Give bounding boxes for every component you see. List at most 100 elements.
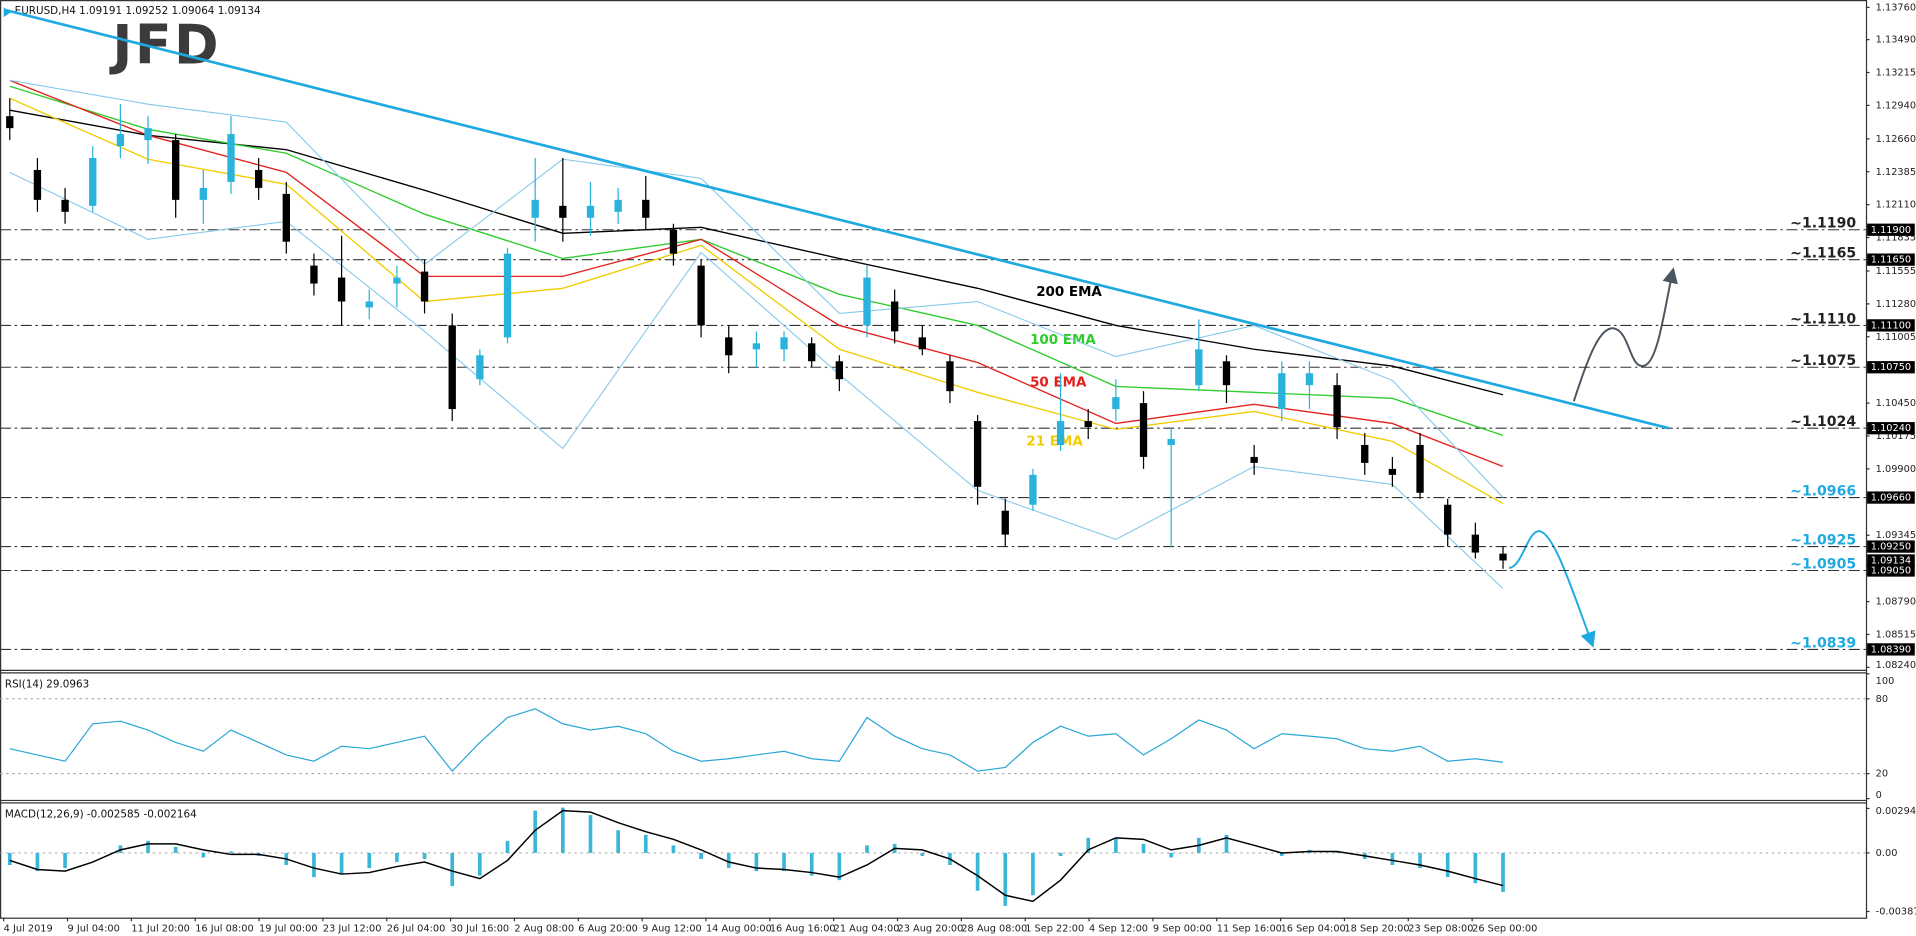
histogram-bar: [560, 807, 565, 853]
candle-body: [559, 205, 567, 218]
y-tick-label: 0: [1876, 790, 1882, 801]
candle-body: [835, 361, 844, 380]
histogram-bar: [588, 815, 593, 853]
current-price: 1.09134: [1871, 555, 1911, 566]
candle-body: [1416, 444, 1424, 493]
y-tick-label: 1.09345: [1876, 530, 1916, 541]
price-tag: 1.10750: [1871, 362, 1911, 373]
histogram-bar: [616, 830, 620, 853]
candle-body: [282, 193, 290, 242]
x-tick-label: 2 Aug 08:00: [514, 924, 574, 935]
candle-body: [33, 169, 42, 200]
x-tick-label: 11 Jul 20:00: [131, 924, 190, 935]
price-tag-box: [1867, 422, 1915, 435]
price-tag: 1.10240: [1871, 423, 1911, 434]
price-tag-box: [1867, 540, 1915, 553]
candle-body: [946, 361, 954, 392]
level-label: ~1.0925: [1790, 532, 1856, 548]
candle-body: [6, 116, 14, 129]
indicator-label: 21 EMA: [1026, 435, 1083, 450]
histogram-bar: [1086, 837, 1091, 853]
signal-line: [9, 809, 1504, 903]
x-tick-label: 18 Sep 20:00: [1344, 924, 1409, 935]
level-label: ~1.0839: [1790, 635, 1856, 651]
candle-body: [1444, 504, 1452, 535]
candle-body: [1250, 456, 1258, 463]
x-tick-label: 26 Sep 00:00: [1472, 924, 1537, 935]
price-tag-box: [1867, 643, 1915, 656]
histogram-bar: [865, 845, 869, 853]
candle-body: [310, 265, 318, 284]
histogram-bar: [1031, 852, 1035, 896]
indicator-line: [9, 79, 1504, 468]
x-tick-label: 23 Sep 08:00: [1408, 924, 1473, 935]
histogram-bar: [339, 852, 344, 875]
candle-body: [254, 169, 263, 188]
price-tag: 1.11100: [1871, 320, 1911, 331]
histogram-bar: [754, 852, 759, 872]
histogram-bar: [1224, 834, 1229, 853]
candle-body: [476, 355, 484, 380]
x-tick-label: 28 Aug 08:00: [961, 924, 1027, 935]
price-tag: 1.09050: [1871, 565, 1911, 576]
x-tick-label: 14 Aug 00:00: [706, 924, 772, 935]
candle-body: [531, 199, 539, 218]
indicator-line: [9, 97, 1504, 505]
price-tag-box: [1867, 223, 1915, 236]
histogram-bar: [533, 810, 538, 853]
candle-body: [1167, 438, 1175, 445]
x-tick-label: 6 Aug 20:00: [578, 924, 638, 935]
y-tick-label: 20: [1876, 769, 1888, 780]
y-tick-label: 1.11280: [1876, 299, 1916, 310]
histogram-bar: [422, 852, 427, 859]
candle-body: [61, 199, 69, 212]
x-tick-label: 23 Jul 12:00: [323, 924, 382, 935]
candle-body: [973, 421, 982, 487]
candle-body: [116, 134, 125, 147]
y-tick-label: 1.10175: [1876, 431, 1916, 442]
x-tick-label: 1 Sep 22:00: [1025, 924, 1084, 935]
histogram-bar: [478, 852, 482, 876]
price-tag: 1.09660: [1871, 493, 1911, 504]
histogram-bar: [312, 852, 316, 878]
price-tag-box: [1867, 253, 1915, 266]
rsi-line: [9, 708, 1504, 773]
x-tick-label: 23 Aug 20:00: [898, 924, 964, 935]
trendline: [3, 8, 1670, 430]
histogram-bar: [450, 852, 455, 887]
y-tick-label: 0.00: [1876, 848, 1898, 859]
y-tick-label: 1.11005: [1876, 332, 1916, 343]
y-tick-label: 1.13760: [1876, 2, 1916, 13]
indicator-label: 200 EMA: [1036, 285, 1102, 300]
histogram-bar: [1003, 852, 1008, 906]
histogram-bar: [395, 852, 399, 862]
projection-arrow: [1508, 530, 1596, 648]
price-tag: 1.09250: [1871, 542, 1911, 553]
price-tag: 1.11650: [1871, 255, 1911, 266]
histogram-bar: [809, 852, 814, 876]
price-tag: 1.08390: [1871, 644, 1911, 655]
y-tick-label: 1.08240: [1876, 660, 1916, 671]
candle-body: [199, 187, 208, 200]
level-label: ~1.1190: [1790, 216, 1856, 232]
histogram-bar: [1141, 843, 1146, 853]
x-tick-label: 30 Jul 16:00: [451, 924, 510, 935]
candle-body: [808, 343, 816, 362]
y-tick-label: 80: [1876, 694, 1888, 705]
candle-body: [1499, 553, 1507, 561]
level-label: ~1.1024: [1790, 414, 1856, 430]
x-tick-label: 21 Aug 04:00: [834, 924, 900, 935]
candle-body: [642, 199, 650, 218]
y-tick-label: -0.003873: [1876, 906, 1916, 917]
y-tick-label: 1.08790: [1876, 597, 1916, 608]
candle-body: [614, 199, 622, 212]
candle-body: [586, 205, 595, 218]
candle-body: [89, 158, 97, 206]
x-tick-label: 4 Jul 2019: [4, 924, 53, 935]
candle-body: [1471, 534, 1480, 553]
y-tick-label: 0.002945: [1876, 806, 1916, 817]
histogram-bar: [201, 852, 206, 858]
histogram-bar: [671, 845, 676, 853]
x-tick-label: 11 Sep 16:00: [1217, 924, 1282, 935]
